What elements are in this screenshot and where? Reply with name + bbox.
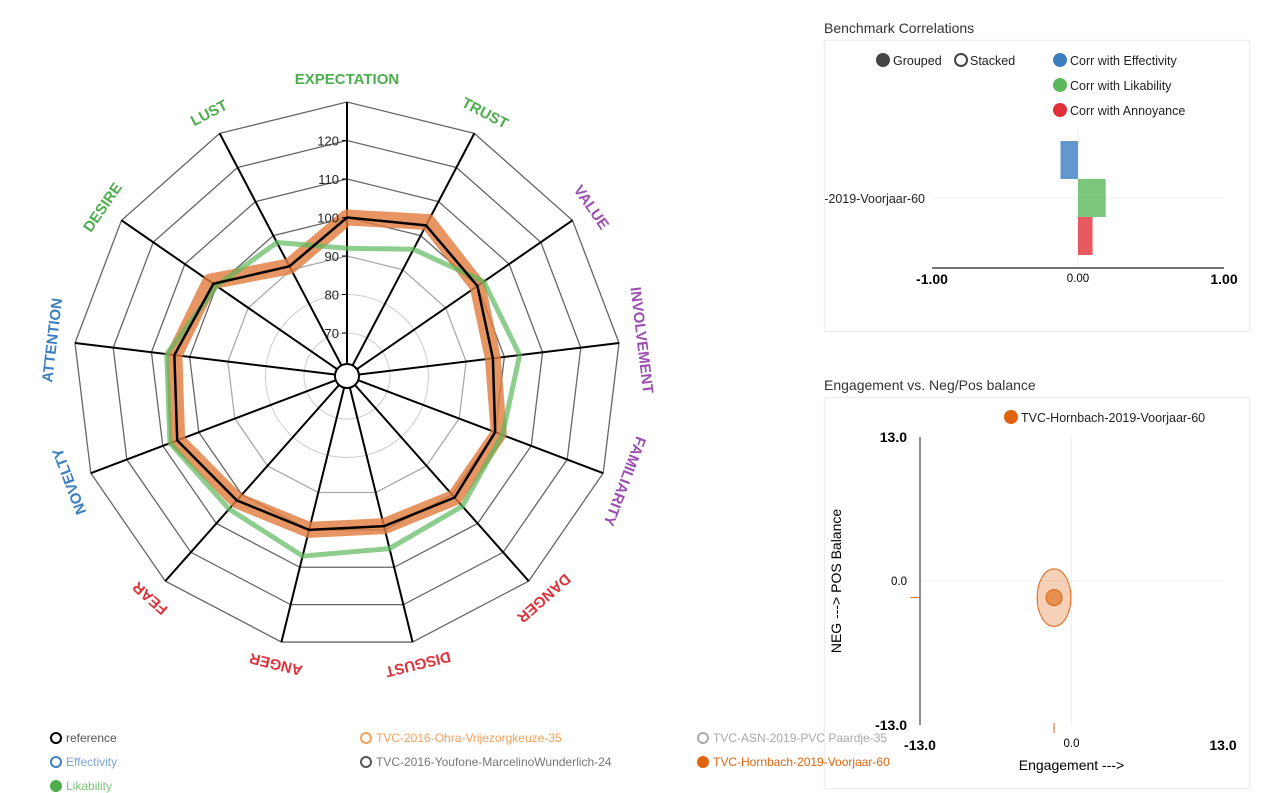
data-point	[1045, 589, 1063, 607]
axis-line	[280, 387, 346, 643]
tick-label: 70	[325, 326, 339, 341]
axis-label-fear: FEAR	[129, 578, 171, 618]
axis-line	[120, 219, 338, 370]
grid-ring	[150, 178, 544, 568]
stacked-radio	[954, 53, 968, 67]
stacked-label: Stacked	[970, 54, 1015, 68]
tick-label: 90	[325, 249, 339, 264]
legend-item[interactable]: reference	[50, 731, 117, 745]
legend-label: TVC-2016-Ohra-Vrijezorgkeuze-35	[376, 731, 562, 745]
x-axis-label: Engagement --->	[1019, 757, 1124, 773]
legend-swatch	[1004, 410, 1018, 424]
category-label: -2019-Voorjaar-60	[825, 192, 925, 206]
x-tick: -1.00	[916, 271, 948, 287]
bar-Corr with Annoyance	[1078, 217, 1093, 255]
legend-item[interactable]: TVC-Hornbach-2019-Voorjaar-60	[697, 755, 890, 769]
legend-label: TVC-2016-Youfone-MarcelinoWunderlich-24	[376, 755, 612, 769]
bar-chart: Grouped Stacked Corr with Effectivity Corr …	[824, 53, 1238, 287]
grouped-label: Grouped	[893, 54, 942, 68]
scatter-chart: 13.0 0.0 -13.0 -13.0 0.0 13.0 Engagement ---> N…	[828, 410, 1237, 773]
legend-label: Corr with Effectivity	[1070, 54, 1177, 68]
x-tick: 0.0	[1064, 738, 1080, 750]
bar-chart-title: Benchmark Correlations	[824, 20, 975, 36]
axis-line	[356, 219, 574, 370]
series-reference	[173, 216, 497, 532]
legend-swatch	[1053, 53, 1067, 67]
radar-chart: EXPECTATION TRUST VALUE INVOLVEMENT FAMILIAR…	[39, 71, 656, 680]
bar-chart-panel: Grouped Stacked Corr with Effectivity Corr …	[824, 40, 1250, 332]
legend-swatch	[1053, 103, 1067, 117]
axis-label-lust: LUST	[188, 97, 231, 130]
axis-label-involvement: INVOLVEMENT	[626, 286, 656, 395]
legend-label: reference	[66, 731, 117, 745]
y-axis-label: NEG ---> POS Balance	[828, 509, 844, 654]
legend-label: TVC-Hornbach-2019-Voorjaar-60	[1021, 411, 1205, 425]
axis-line	[348, 387, 414, 643]
axis-label-anger: ANGER	[248, 649, 305, 679]
legend-swatch	[1053, 78, 1067, 92]
axis-line	[218, 132, 343, 366]
legend-label: Corr with Annoyance	[1070, 104, 1185, 118]
legend-item[interactable]: Likability	[50, 779, 112, 793]
axis-label-value: VALUE	[570, 182, 612, 233]
legend-label: TVC-Hornbach-2019-Voorjaar-60	[713, 755, 890, 769]
legend-label: TVC-ASN-2019-PVC Paardje-35	[713, 731, 888, 745]
axis-label-expectation: EXPECTATION	[295, 71, 399, 88]
grid-ring	[74, 101, 620, 643]
scatter-panel: 13.0 0.0 -13.0 -13.0 0.0 13.0 Engagement ---> N…	[824, 397, 1250, 789]
series-Likability	[164, 239, 523, 559]
legend-circle-icon	[697, 732, 709, 744]
scatter-title: Engagement vs. Neg/Pos balance	[824, 377, 1036, 393]
legend-circle-icon	[50, 756, 62, 768]
legend-circle-icon	[697, 756, 709, 768]
x-tick: -13.0	[904, 737, 936, 753]
legend-item[interactable]: TVC-2016-Youfone-MarcelinoWunderlich-24	[360, 755, 611, 769]
y-tick: 13.0	[880, 429, 907, 445]
legend-item[interactable]: Effectivity	[50, 755, 117, 769]
x-tick: 1.00	[1210, 271, 1237, 287]
axis-label-danger: DANGER	[514, 570, 574, 626]
tick-label: 80	[325, 288, 339, 303]
legend-label: Effectivity	[66, 755, 118, 769]
x-tick: 13.0	[1209, 737, 1236, 753]
y-tick: -13.0	[875, 717, 907, 733]
legend-circle-icon	[50, 780, 62, 792]
axis-label-familiarity: FAMILIARITY	[600, 434, 649, 528]
axis-label-novelty: NOVELTY	[49, 446, 90, 517]
axis-line	[358, 379, 604, 475]
bar-Corr with Likability	[1078, 179, 1106, 217]
axis-line	[354, 384, 530, 582]
grid-ring	[227, 255, 467, 494]
axis-label-attention: ATTENTION	[39, 297, 66, 383]
tick-label: 110	[318, 172, 339, 187]
legend-label: Corr with Likability	[1070, 79, 1172, 93]
axis-label-trust: TRUST	[459, 94, 511, 132]
tick-label: 100	[317, 211, 339, 226]
legend-item[interactable]: TVC-2016-Ohra-Vrijezorgkeuze-35	[360, 731, 562, 745]
axis-label-disgust: DISGUST	[384, 648, 453, 680]
axis-line	[74, 341, 336, 376]
grid-ring	[112, 139, 582, 606]
axis-line	[90, 379, 336, 475]
axis-line	[164, 384, 340, 582]
legend-circle-icon	[360, 732, 372, 744]
y-tick: 0.0	[891, 576, 907, 588]
bar-Corr with Effectivity	[1060, 141, 1078, 179]
legend-item[interactable]: TVC-ASN-2019-PVC Paardje-35	[697, 731, 887, 745]
x-tick: 0.00	[1067, 273, 1089, 285]
center-circle	[334, 363, 360, 389]
tick-label: 120	[317, 134, 339, 149]
grouped-radio	[876, 53, 890, 67]
legend-label: Likability	[66, 779, 113, 793]
legend-circle-icon	[50, 732, 62, 744]
legend-circle-icon	[360, 756, 372, 768]
